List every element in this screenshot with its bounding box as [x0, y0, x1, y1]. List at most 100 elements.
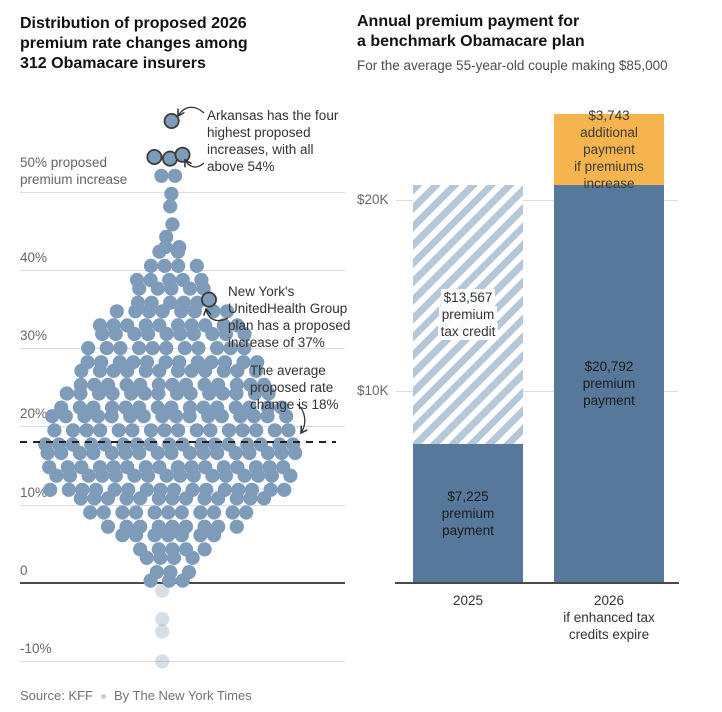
insurer-dot — [203, 423, 218, 438]
insurer-dot — [140, 468, 156, 483]
insurer-dot — [229, 386, 244, 401]
insurer-dot — [86, 445, 101, 461]
insurer-dot — [196, 281, 211, 296]
insurer-dot — [40, 445, 55, 461]
insurer-dot — [124, 386, 139, 401]
insurer-dot — [166, 482, 182, 497]
insurer-dot — [182, 281, 198, 296]
insurer-dot — [167, 168, 183, 183]
insurer-dot — [45, 409, 60, 424]
insurer-dot — [119, 377, 134, 392]
insurer-dot — [239, 505, 254, 520]
insurer-dot — [229, 519, 244, 534]
insurer-dot — [59, 386, 74, 401]
insurer-dot — [128, 528, 144, 543]
insurer-dot — [159, 468, 174, 483]
insurer-dot — [143, 258, 159, 273]
insurer-dot — [205, 468, 220, 483]
left-ytick-label: 0 — [20, 563, 28, 578]
insurer-dot — [96, 505, 111, 520]
insurer-dot — [118, 445, 133, 461]
insurer-dot — [108, 468, 123, 483]
insurer-dot — [233, 409, 248, 424]
insurer-dot — [58, 409, 73, 424]
insurer-dot — [100, 519, 116, 534]
insurer-dot — [73, 386, 88, 401]
left-ytick-label: 10% — [20, 484, 48, 500]
insurer-dot — [161, 528, 176, 543]
insurer-dot — [196, 445, 211, 461]
insurer-dot — [100, 377, 116, 392]
insurer-dot — [121, 482, 136, 497]
left-gridline — [20, 191, 345, 193]
insurer-dot — [112, 355, 127, 370]
insurer-dot — [95, 468, 110, 483]
left-chart-title: Distribution of proposed 2026 premium ra… — [20, 15, 248, 72]
insurer-dot — [81, 468, 96, 483]
insurer-dot — [107, 482, 122, 497]
insurer-dot — [211, 491, 226, 506]
insurer-dot — [172, 240, 187, 255]
insurer-dot — [206, 528, 222, 543]
left-ytick-label: 20% — [20, 406, 48, 422]
bar-category-label: 2026 if enhanced tax credits expire — [563, 593, 655, 642]
insurer-dot — [264, 468, 279, 483]
insurer-dot — [105, 386, 120, 401]
insurer-dot — [153, 482, 168, 497]
insurer-dot — [72, 400, 87, 415]
tax-credit-label-line: tax credit — [437, 323, 499, 341]
insurer-dot — [49, 468, 64, 483]
insurer-dot — [206, 505, 222, 520]
insurer-dot — [248, 460, 264, 475]
insurer-dot — [143, 437, 158, 452]
insurer-dot — [65, 423, 81, 438]
insurer-dot — [205, 326, 220, 342]
insurer-dot — [127, 326, 142, 342]
insurer-dot — [155, 409, 170, 424]
tax-credit-label: $13,567 premium tax credit — [437, 289, 499, 341]
bar-2025-premium-segment: $7,225 premium payment — [413, 444, 523, 582]
insurer-dot — [155, 304, 170, 319]
insurer-dot — [84, 437, 99, 452]
right-ytick-label: $20K — [357, 192, 389, 207]
insurer-dot — [216, 363, 231, 378]
insurer-dot — [186, 326, 201, 342]
insurer-dot — [115, 505, 130, 520]
right-gridline — [396, 391, 678, 392]
insurer-dot — [132, 445, 147, 461]
insurer-dot — [106, 363, 121, 378]
insurer-dot — [86, 400, 101, 415]
insurer-dot — [137, 386, 152, 401]
insurer-dot — [133, 377, 148, 392]
insurer-dot — [194, 437, 209, 452]
insurer-dot — [139, 550, 154, 566]
source-label: Source: KFF — [20, 688, 93, 703]
insurer-dot — [175, 573, 190, 588]
insurer-dot — [198, 318, 213, 333]
insurer-dot — [115, 528, 130, 543]
insurer-dot — [186, 468, 201, 483]
insurer-dot — [127, 468, 142, 483]
insurer-dot — [190, 295, 205, 310]
insurer-dot — [143, 423, 159, 438]
decrease-dot — [155, 583, 170, 598]
left-ytick-label: 30% — [20, 328, 48, 344]
right-ytick-label: $10K — [357, 383, 389, 398]
insurer-dot — [119, 519, 134, 534]
bar-category-label: 2025 — [452, 593, 484, 608]
footer: Source: KFF By The New York Times — [20, 688, 252, 703]
insurer-dot — [242, 445, 257, 461]
insurer-dot — [262, 460, 277, 475]
right-chart-title: Annual premium payment for a benchmark O… — [357, 13, 585, 50]
insurer-dot — [285, 437, 301, 452]
insurer-dot — [215, 386, 230, 401]
new-york-arrow — [206, 309, 229, 322]
insurer-dot — [175, 437, 190, 452]
insurer-dot — [189, 423, 204, 438]
insurer-dot — [108, 326, 123, 342]
right-chart-subtitle: For the average 55-year-old couple makin… — [357, 58, 668, 73]
insurer-dot — [165, 377, 180, 392]
arkansas-arrow-top — [178, 106, 205, 116]
insurer-dot — [74, 460, 89, 475]
arkansas-arrow-cluster — [185, 160, 205, 168]
